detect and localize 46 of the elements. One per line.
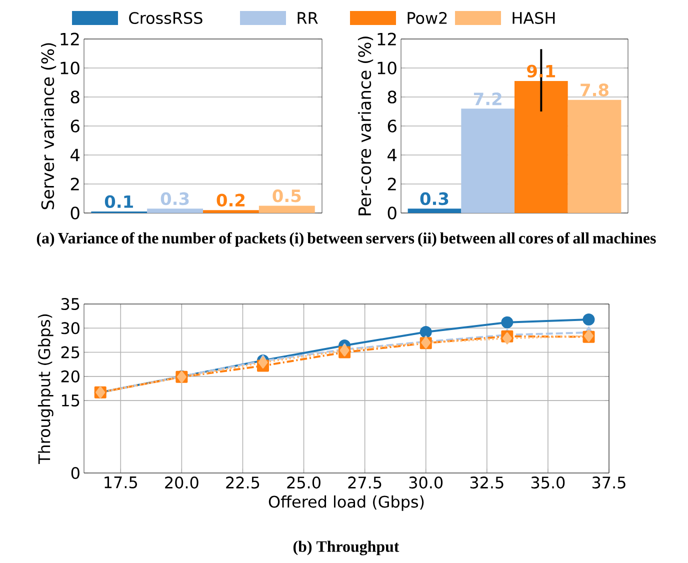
legend-label: Pow2: [408, 12, 447, 24]
y-tick-label: 0: [388, 206, 396, 220]
y-tick-label: 25: [61, 346, 80, 358]
x-tick-label: 35.0: [531, 476, 565, 489]
legend-label: HASH: [512, 12, 555, 24]
x-tick-label: 37.5: [592, 476, 626, 489]
x-tick-label: 25.0: [287, 476, 320, 489]
legend-label: RR: [298, 12, 318, 24]
y-tick-label: 20: [61, 370, 80, 382]
y-tick-label: 15: [62, 394, 80, 406]
y-tick-label: 12: [60, 32, 79, 46]
data-label: 0.5: [272, 189, 301, 202]
y-tick-label: 12: [378, 32, 396, 46]
y-tick-label: 0: [71, 466, 80, 480]
x-tick-label: 32.5: [470, 476, 504, 489]
text: (a) Variance of the number of packets (i) between servers (ii) between all cores of all machines: [36, 232, 656, 247]
y-tick-label: 2: [70, 178, 79, 190]
y-tick-label: 0: [70, 206, 80, 220]
x-tick-label: 20.0: [165, 476, 198, 489]
y-tick-label: 35: [61, 298, 80, 310]
text: (b) Throughput: [293, 540, 400, 556]
y-tick-label: 2: [388, 178, 396, 190]
x-tick-label: 30.0: [409, 476, 443, 489]
y-tick-label: 30: [61, 322, 80, 334]
data-label: 0.3: [420, 192, 448, 206]
x-tick-label: 22.5: [226, 476, 260, 489]
y-axis-title: Per-core variance (%): [358, 36, 374, 216]
data-label: 7.8: [580, 84, 608, 96]
x-axis-title: Offered load (Gbps): [268, 495, 424, 511]
data-label: 0.2: [216, 194, 245, 207]
x-tick-label: 27.5: [348, 476, 382, 489]
y-tick-label: 10: [60, 62, 80, 74]
data-label: 0.3: [160, 192, 189, 206]
y-tick-label: 6: [388, 120, 396, 132]
y-tick-label: 8: [70, 90, 80, 104]
data-label: 7.2: [474, 92, 502, 106]
data-label: 0.1: [104, 195, 133, 208]
y-axis-title: Server variance (%): [40, 43, 56, 210]
y-tick-label: 8: [388, 90, 396, 104]
y-tick-label: 10: [378, 62, 396, 74]
y-axis-title: Throughput (Gbps): [38, 314, 54, 464]
x-tick-label: 17.5: [104, 476, 137, 488]
y-tick-label: 4: [70, 148, 80, 162]
y-tick-label: 6: [70, 120, 80, 132]
legend-label: CrossRSS: [129, 12, 202, 24]
y-tick-label: 4: [388, 148, 397, 162]
